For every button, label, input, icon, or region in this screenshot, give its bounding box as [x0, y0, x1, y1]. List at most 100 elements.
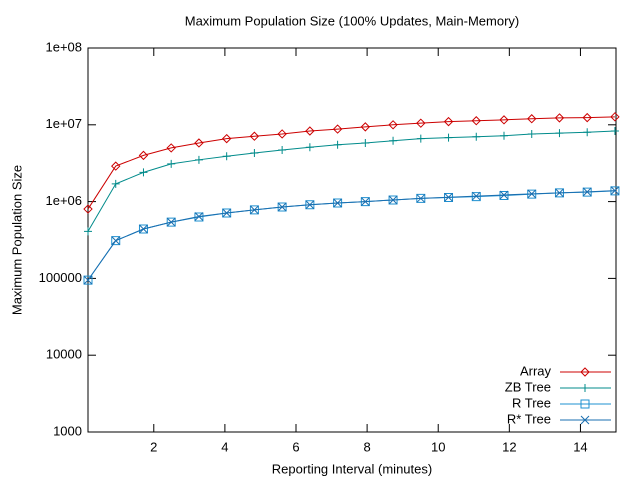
- marker: [527, 189, 537, 199]
- plot-frame: [87, 47, 617, 433]
- marker: [249, 131, 260, 141]
- marker: [610, 186, 620, 196]
- marker: [444, 193, 454, 203]
- marker: [139, 224, 148, 234]
- marker: [444, 133, 453, 142]
- marker: [166, 143, 176, 153]
- series-line: [87, 130, 615, 232]
- marker: [471, 116, 481, 126]
- marker: [84, 227, 92, 236]
- marker: [582, 112, 592, 123]
- legend-marker: [580, 415, 590, 425]
- marker: [167, 159, 176, 168]
- marker: [527, 189, 537, 199]
- marker: [416, 118, 426, 128]
- marker: [250, 148, 259, 157]
- marker: [472, 132, 481, 141]
- marker: [194, 138, 204, 148]
- marker: [610, 112, 620, 122]
- marker: [360, 122, 371, 132]
- y-tick-label: 1000: [53, 423, 82, 438]
- marker: [527, 114, 537, 124]
- marker: [499, 191, 509, 201]
- marker: [388, 120, 398, 130]
- marker: [83, 204, 93, 214]
- marker: [471, 191, 481, 201]
- marker: [555, 188, 564, 198]
- y-tick-label: 1e+06: [45, 193, 82, 208]
- legend-label: R* Tree: [507, 411, 551, 426]
- marker: [83, 275, 93, 285]
- marker: [582, 187, 592, 197]
- marker: [138, 150, 149, 161]
- marker: [471, 192, 481, 202]
- marker: [333, 140, 342, 149]
- marker: [555, 129, 564, 138]
- marker: [610, 127, 619, 136]
- marker: [222, 208, 232, 218]
- y-tick-label: 1e+07: [45, 116, 82, 131]
- chart-title: Maximum Population Size (100% Updates, M…: [185, 13, 520, 28]
- series-line: [87, 190, 615, 281]
- x-tick-label: 4: [221, 439, 228, 454]
- marker: [83, 275, 93, 285]
- marker: [277, 129, 287, 139]
- marker: [194, 212, 204, 222]
- marker: [111, 179, 120, 188]
- marker: [111, 236, 121, 246]
- x-tick-label: 12: [502, 439, 516, 454]
- x-tick-label: 2: [150, 439, 157, 454]
- marker: [554, 188, 564, 198]
- marker: [222, 152, 231, 161]
- marker: [139, 168, 148, 177]
- x-tick-label: 6: [292, 439, 299, 454]
- marker: [333, 198, 342, 208]
- marker: [443, 116, 454, 127]
- marker: [361, 138, 370, 147]
- marker: [610, 186, 620, 195]
- series-line: [87, 116, 615, 210]
- marker: [166, 217, 176, 227]
- marker: [416, 194, 426, 203]
- y-tick-label: 1e+08: [45, 39, 82, 54]
- legend-marker: [581, 384, 589, 392]
- marker: [499, 115, 509, 125]
- marker: [582, 187, 592, 197]
- marker: [277, 202, 287, 212]
- marker: [416, 134, 425, 143]
- marker: [305, 200, 315, 210]
- marker: [221, 133, 232, 144]
- x-axis-label: Reporting Interval (minutes): [272, 461, 432, 476]
- y-axis-label: Maximum Population Size: [9, 165, 24, 315]
- marker: [499, 190, 509, 200]
- marker: [389, 136, 398, 145]
- marker: [278, 145, 287, 154]
- marker: [583, 128, 592, 137]
- legend-label: R Tree: [512, 395, 551, 410]
- legend-marker: [580, 367, 590, 377]
- x-tick-label: 14: [573, 439, 587, 454]
- marker: [305, 143, 314, 152]
- marker: [194, 155, 203, 164]
- y-tick-label: 100000: [39, 270, 82, 285]
- marker: [388, 195, 398, 205]
- marker: [277, 202, 287, 212]
- x-tick-label: 8: [363, 439, 370, 454]
- marker: [111, 161, 121, 171]
- marker: [500, 131, 508, 140]
- legend-label: Array: [520, 363, 552, 378]
- marker: [360, 197, 370, 206]
- marker: [332, 124, 343, 134]
- marker: [333, 198, 343, 208]
- legend-label: ZB Tree: [505, 379, 551, 394]
- marker: [388, 195, 398, 205]
- marker: [554, 113, 565, 123]
- series-line: [87, 190, 615, 281]
- marker: [444, 192, 453, 202]
- marker: [305, 200, 315, 210]
- marker: [194, 212, 204, 221]
- x-tick-label: 10: [431, 439, 445, 454]
- y-tick-label: 10000: [46, 347, 82, 362]
- marker: [305, 126, 315, 136]
